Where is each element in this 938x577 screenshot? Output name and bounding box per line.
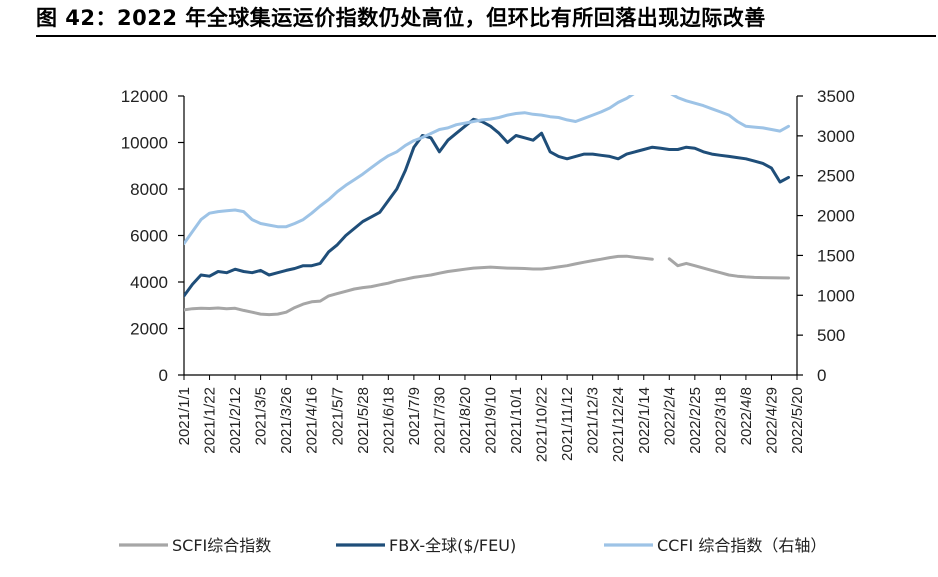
right-tick-label: 3500 [817, 87, 855, 106]
x-tick-label: 2021/3/26 [278, 387, 295, 454]
series-line-2 [184, 95, 790, 245]
title-underline [36, 35, 936, 37]
left-tick-label: 0 [159, 366, 168, 385]
x-axis-labels: 2021/1/1 2021/1/22 2021/2/12 2021/3/5 2021/3… [176, 387, 806, 462]
x-tick-label: 2021/1/1 [176, 387, 193, 445]
x-tick-label: 2022/2/25 [687, 387, 704, 454]
right-tick-label: 2000 [817, 207, 855, 226]
left-tick-label: 6000 [130, 227, 168, 246]
legend: SCFI综合指数 FBX-全球($/FEU) CCFI 综合指数（右轴） [119, 536, 826, 555]
x-tick-label: 2021/12/24 [610, 387, 627, 462]
x-tick-label: 2022/4/8 [738, 387, 755, 445]
series-layer [184, 95, 790, 317]
x-tick-label: 2021/10/1 [508, 387, 525, 454]
x-tick-label: 2022/5/20 [789, 387, 806, 454]
x-tick-label: 2021/4/16 [304, 387, 321, 454]
x-tick-label: 2021/5/28 [355, 387, 372, 454]
left-tick-label: 4000 [130, 273, 168, 292]
x-tick-label: 2021/5/7 [329, 387, 346, 445]
x-tick-label: 2021/6/18 [380, 387, 397, 454]
left-tick-label: 10000 [121, 134, 168, 153]
x-tick-label: 2021/10/22 [534, 387, 551, 462]
x-tick-label: 2022/3/18 [712, 387, 729, 454]
x-tick-label: 2022/4/29 [763, 387, 780, 454]
right-tick-label: 1500 [817, 246, 855, 265]
x-tick-label: 2021/12/3 [585, 387, 602, 454]
x-tick-label: 2021/9/10 [483, 387, 500, 454]
right-tick-label: 500 [817, 326, 845, 345]
series-line-0-seg0 [184, 254, 654, 317]
legend-label-0: SCFI综合指数 [172, 536, 271, 555]
x-tick-label: 2021/1/22 [202, 387, 219, 454]
legend-label-2: CCFI 综合指数（右轴） [657, 536, 826, 555]
right-tick-label: 0 [817, 366, 826, 385]
right-tick-label: 3000 [817, 127, 855, 146]
series-line-1 [184, 117, 790, 298]
x-tick-label: 2022/2/4 [661, 387, 678, 445]
left-tick-label: 8000 [130, 180, 168, 199]
figure-title: 图 42：2022 年全球集运运价指数仍处高位，但环比有所回落出现边际改善 [36, 6, 766, 30]
x-tick-label: 2022/1/14 [636, 387, 653, 454]
x-tick-label: 2021/8/20 [457, 387, 474, 454]
x-tick-label: 2021/3/5 [253, 387, 270, 445]
left-tick-label: 2000 [130, 320, 168, 339]
axes-layer: 0 2000 4000 6000 8000 10000 12000 0 500 1000 1500 2… [121, 87, 855, 385]
left-tick-label: 12000 [121, 87, 168, 106]
x-tick-label: 2021/7/9 [406, 387, 423, 445]
legend-label-1: FBX-全球($/FEU) [389, 536, 516, 555]
x-tick-label: 2021/2/12 [227, 387, 244, 454]
x-tick-label: 2021/11/12 [559, 387, 576, 461]
x-tick-label: 2021/7/30 [431, 387, 448, 454]
right-tick-label: 1000 [817, 286, 855, 305]
series-line-0-seg1 [667, 257, 790, 280]
right-tick-label: 2500 [817, 167, 855, 186]
